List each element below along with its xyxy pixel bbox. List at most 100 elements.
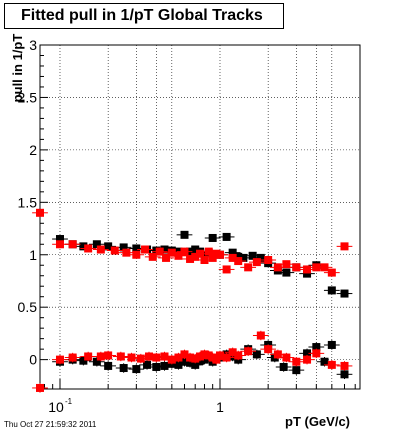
data-point (215, 250, 224, 259)
data-point (119, 243, 128, 252)
data-point (144, 352, 153, 361)
data-point (132, 365, 141, 374)
data-point (320, 263, 329, 272)
data-point (273, 263, 282, 272)
data-point (340, 242, 349, 251)
data-point (320, 357, 329, 366)
data-point (279, 362, 288, 371)
y-tick-label: 2 (29, 142, 37, 158)
data-point (222, 232, 231, 241)
data-point (222, 265, 231, 274)
y-tick-label: 0 (29, 352, 37, 368)
data-point (119, 364, 128, 373)
x-tick-label: 10 (48, 399, 64, 415)
data-point (327, 286, 336, 295)
data-point (36, 383, 44, 392)
data-point (55, 355, 64, 364)
data-point (180, 350, 189, 359)
data-point (303, 355, 312, 364)
data-point (234, 351, 243, 360)
data-point (234, 252, 243, 261)
data-point (155, 247, 164, 256)
data-point (191, 252, 200, 261)
data-point (186, 254, 195, 263)
data-point (273, 350, 282, 359)
data-point (228, 248, 237, 257)
data-point (68, 353, 77, 362)
data-point (200, 250, 209, 259)
data-point (174, 360, 183, 369)
data-point (200, 350, 209, 359)
data-point (264, 345, 273, 354)
data-point (180, 357, 189, 366)
data-point (327, 360, 336, 369)
data-point (312, 343, 321, 352)
x-tick-label: 1 (216, 399, 224, 415)
data-point (174, 353, 183, 362)
data-point (208, 253, 217, 262)
data-point (84, 244, 93, 253)
data-point (244, 263, 253, 272)
data-point (234, 257, 243, 266)
data-point (132, 250, 141, 259)
data-point (92, 240, 101, 249)
data-point (200, 256, 209, 264)
data-point (160, 361, 169, 370)
data-point (228, 348, 237, 357)
chart-title: Fitted pull in 1/pT Global Tracks (4, 3, 284, 29)
data-point (215, 351, 224, 360)
data-point (256, 253, 265, 262)
data-point (96, 245, 105, 254)
data-point (162, 253, 171, 262)
data-point (55, 235, 64, 244)
data-point (180, 247, 189, 256)
data-point (340, 361, 349, 370)
data-point (252, 350, 261, 359)
data-point (282, 353, 291, 362)
y-tick-label: 0.5 (18, 299, 38, 315)
data-point (196, 352, 204, 361)
data-point (104, 361, 113, 370)
data-point (292, 263, 301, 272)
data-point (180, 230, 189, 239)
data-point (110, 246, 119, 255)
y-tick-label: 3 (29, 37, 37, 53)
data-point (152, 362, 161, 371)
y-tick-label: 1.5 (18, 194, 38, 210)
y-axis-label: pull in 1/pT (10, 33, 25, 103)
data-point (96, 352, 105, 361)
data-point (116, 352, 125, 361)
timestamp: Thu Oct 27 21:59:32 2011 (4, 420, 97, 429)
data-point (36, 208, 44, 217)
data-point (127, 353, 136, 362)
data-point (239, 253, 248, 262)
data-point (228, 253, 237, 262)
chart-title-text: Fitted pull in 1/pT Global Tracks (21, 7, 263, 24)
data-point (186, 353, 195, 362)
data-point (222, 353, 231, 362)
data-point (340, 289, 349, 298)
data-point (327, 268, 336, 277)
x-axis-label: pT (GeV/c) (285, 414, 351, 429)
x-tick-label-exponent: -1 (65, 397, 73, 406)
data-point (252, 258, 261, 267)
data-point (104, 242, 113, 251)
data-point (141, 245, 150, 254)
y-tick-label: 1 (29, 247, 37, 263)
y-tick-label: 2.5 (18, 89, 38, 105)
data-point (68, 240, 77, 249)
data-point (167, 248, 176, 257)
plot-frame (39, 44, 361, 390)
data-point (143, 360, 152, 369)
data-point (122, 248, 131, 257)
data-point (200, 355, 209, 364)
data-point (104, 351, 113, 360)
data-point (303, 349, 312, 358)
data-point (292, 357, 301, 366)
data-point (282, 260, 291, 269)
data-point (79, 356, 88, 365)
data-point (312, 349, 321, 358)
data-point (191, 245, 200, 254)
data-point (148, 252, 157, 261)
